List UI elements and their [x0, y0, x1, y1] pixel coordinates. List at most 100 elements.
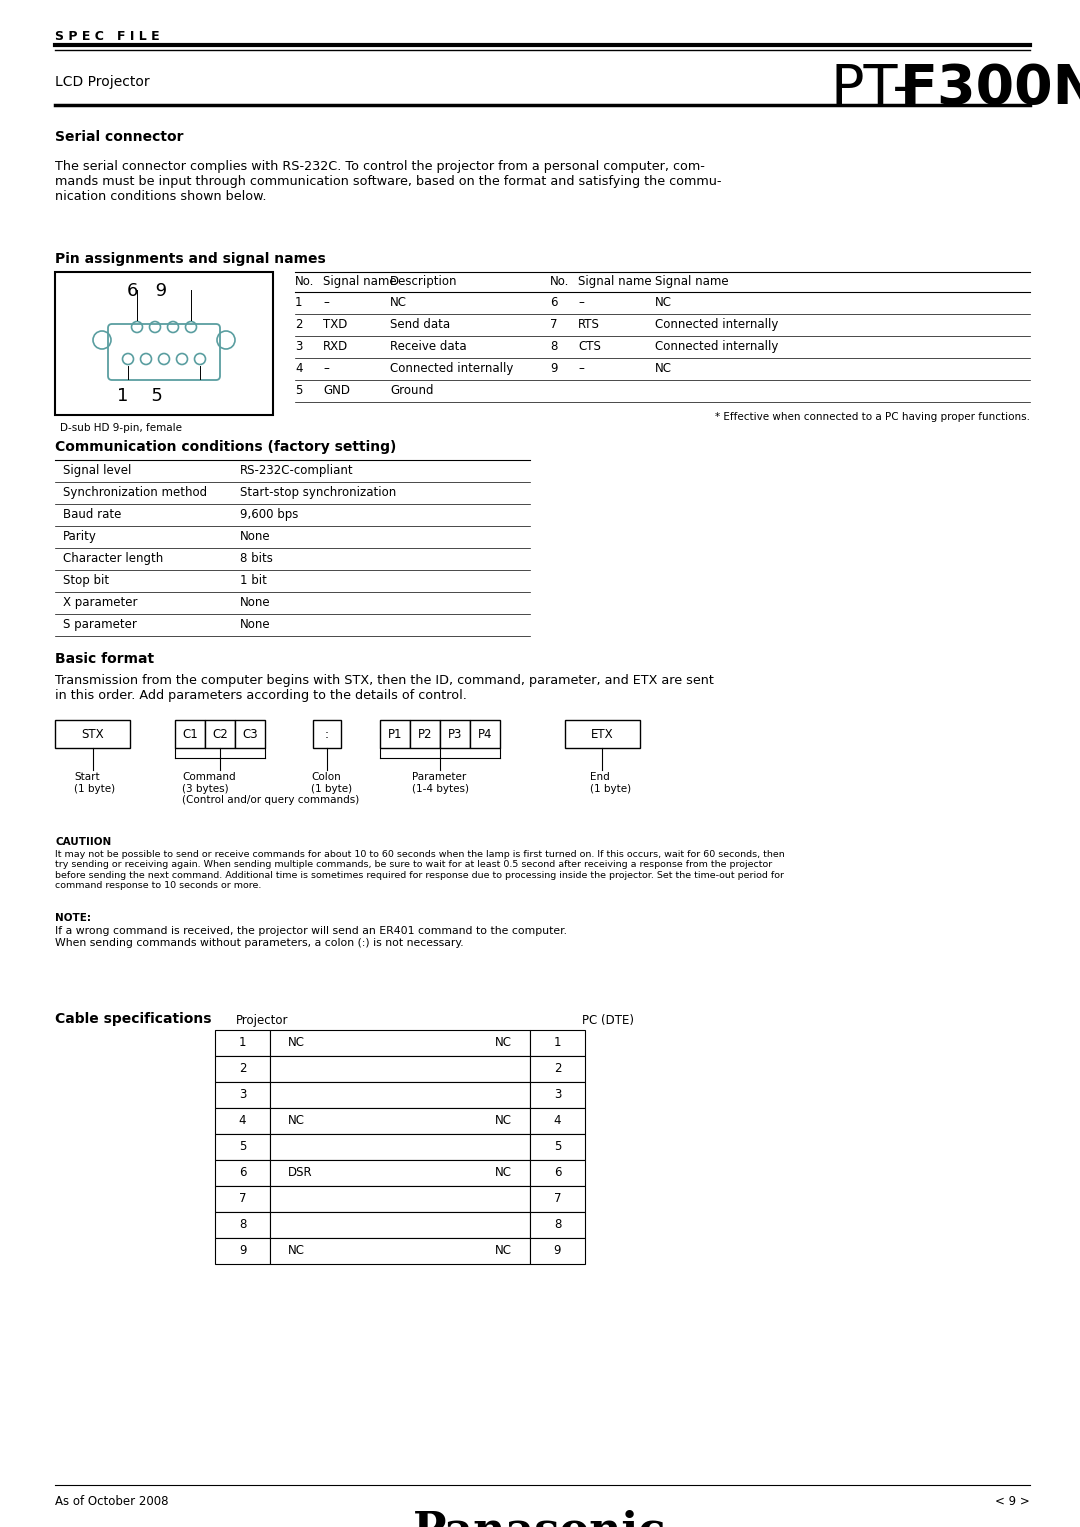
- Bar: [215, 1031, 270, 1057]
- Text: Colon
(1 byte): Colon (1 byte): [311, 773, 352, 794]
- Bar: [410, 721, 440, 748]
- Text: Transmission from the computer begins with STX, then the ID, command, parameter,: Transmission from the computer begins wi…: [55, 673, 714, 702]
- Text: C2: C2: [212, 727, 228, 741]
- Text: NC: NC: [495, 1167, 512, 1179]
- Text: 3: 3: [554, 1089, 562, 1101]
- Text: Ground: Ground: [390, 383, 433, 397]
- Bar: [380, 721, 410, 748]
- Bar: [215, 1212, 270, 1238]
- Text: Signal name: Signal name: [323, 275, 396, 289]
- Bar: [530, 1212, 585, 1238]
- Bar: [530, 1109, 585, 1135]
- Text: 8: 8: [239, 1219, 246, 1231]
- Text: CTS: CTS: [578, 341, 600, 353]
- Bar: [530, 1083, 585, 1109]
- Text: ETX: ETX: [591, 727, 613, 741]
- Text: If a wrong command is received, the projector will send an ER401 command to the : If a wrong command is received, the proj…: [55, 925, 567, 948]
- Text: 6: 6: [239, 1167, 246, 1179]
- Text: LCD Projector: LCD Projector: [55, 75, 150, 89]
- Text: Send data: Send data: [390, 318, 450, 331]
- Text: 4: 4: [295, 362, 302, 376]
- Text: * Effective when connected to a PC having proper functions.: * Effective when connected to a PC havin…: [715, 412, 1030, 421]
- Bar: [270, 1186, 530, 1212]
- Text: 7: 7: [550, 318, 557, 331]
- Bar: [530, 1135, 585, 1161]
- Text: 1: 1: [239, 1037, 246, 1049]
- Bar: [55, 272, 273, 415]
- Bar: [530, 1238, 585, 1264]
- Text: P2: P2: [418, 727, 432, 741]
- Text: –: –: [578, 362, 584, 376]
- Text: The serial connector complies with RS-232C. To control the projector from a pers: The serial connector complies with RS-23…: [55, 160, 721, 203]
- Text: 8: 8: [554, 1219, 562, 1231]
- Text: None: None: [240, 530, 271, 544]
- Text: Pin assignments and signal names: Pin assignments and signal names: [55, 252, 326, 266]
- Text: DSR: DSR: [288, 1167, 312, 1179]
- Text: NC: NC: [390, 296, 407, 308]
- Text: NC: NC: [288, 1115, 305, 1127]
- Text: –: –: [578, 296, 584, 308]
- Text: STX: STX: [81, 727, 104, 741]
- Text: 6   9: 6 9: [127, 282, 167, 299]
- Text: 8: 8: [550, 341, 557, 353]
- Text: None: None: [240, 618, 271, 631]
- Text: –: –: [323, 296, 329, 308]
- Bar: [530, 1031, 585, 1057]
- Text: No.: No.: [550, 275, 569, 289]
- Text: 5: 5: [295, 383, 302, 397]
- Bar: [270, 1083, 530, 1109]
- Bar: [270, 1161, 530, 1186]
- Bar: [215, 1161, 270, 1186]
- Text: 1: 1: [554, 1037, 562, 1049]
- Text: NC: NC: [495, 1115, 512, 1127]
- Text: 4: 4: [554, 1115, 562, 1127]
- Text: 9,600 bps: 9,600 bps: [240, 508, 298, 521]
- Text: Projector: Projector: [237, 1014, 288, 1028]
- Text: RTS: RTS: [578, 318, 599, 331]
- Bar: [270, 1109, 530, 1135]
- Text: NOTE:: NOTE:: [55, 913, 91, 922]
- Bar: [313, 721, 341, 748]
- Text: Stop bit: Stop bit: [63, 574, 109, 586]
- Text: 1: 1: [295, 296, 302, 308]
- Text: Parity: Parity: [63, 530, 97, 544]
- Bar: [440, 721, 470, 748]
- Text: –: –: [323, 362, 329, 376]
- Text: Panasonic: Panasonic: [414, 1510, 666, 1527]
- Text: P4: P4: [477, 727, 492, 741]
- Text: 1 bit: 1 bit: [240, 574, 267, 586]
- Text: Parameter
(1-4 bytes): Parameter (1-4 bytes): [411, 773, 469, 794]
- Text: P1: P1: [388, 727, 402, 741]
- Text: Character length: Character length: [63, 551, 163, 565]
- Text: 2: 2: [554, 1063, 562, 1075]
- Text: Connected internally: Connected internally: [654, 341, 779, 353]
- Text: 2: 2: [239, 1063, 246, 1075]
- Bar: [235, 721, 265, 748]
- Text: < 9 >: < 9 >: [996, 1495, 1030, 1509]
- Text: NC: NC: [495, 1245, 512, 1258]
- Text: 2: 2: [295, 318, 302, 331]
- Text: No.: No.: [295, 275, 314, 289]
- Text: 7: 7: [239, 1193, 246, 1205]
- Text: 3: 3: [295, 341, 302, 353]
- Text: NC: NC: [288, 1037, 305, 1049]
- Text: Signal name: Signal name: [578, 275, 651, 289]
- Text: Signal name: Signal name: [654, 275, 729, 289]
- Bar: [270, 1135, 530, 1161]
- Text: 8 bits: 8 bits: [240, 551, 273, 565]
- Text: Command
(3 bytes)
(Control and/or query commands): Command (3 bytes) (Control and/or query …: [183, 773, 360, 805]
- Bar: [175, 721, 205, 748]
- Text: End
(1 byte): End (1 byte): [590, 773, 631, 794]
- Text: Signal level: Signal level: [63, 464, 132, 476]
- Text: NC: NC: [654, 296, 672, 308]
- Text: Synchronization method: Synchronization method: [63, 486, 207, 499]
- Bar: [270, 1031, 530, 1057]
- Text: 9: 9: [554, 1245, 562, 1258]
- Bar: [270, 1057, 530, 1083]
- Text: P3: P3: [448, 727, 462, 741]
- Text: Start-stop synchronization: Start-stop synchronization: [240, 486, 396, 499]
- Text: F300NT: F300NT: [900, 63, 1080, 116]
- Text: 3: 3: [239, 1089, 246, 1101]
- Text: Communication conditions (factory setting): Communication conditions (factory settin…: [55, 440, 396, 454]
- Text: It may not be possible to send or receive commands for about 10 to 60 seconds wh: It may not be possible to send or receiv…: [55, 851, 785, 890]
